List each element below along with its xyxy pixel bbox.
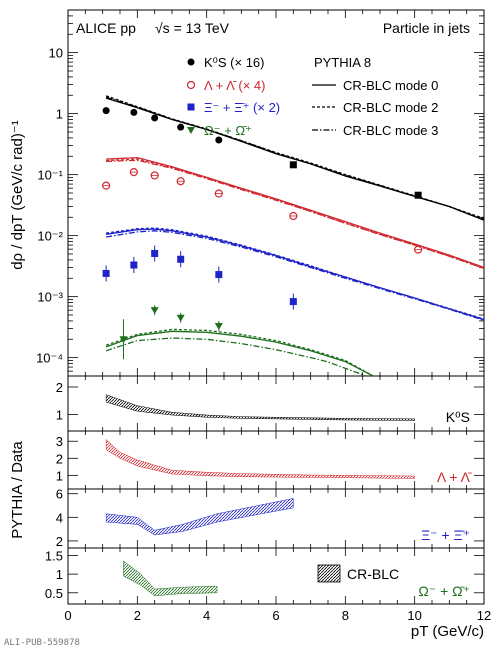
- data-point-kshort: [215, 136, 223, 144]
- y-tick-label-ratio: 0.5: [45, 586, 63, 601]
- data-point-xi: [102, 269, 110, 277]
- data-point-kshort: [177, 123, 185, 131]
- x-tick-label: 6: [272, 608, 279, 623]
- y-tick-label-ratio: 4: [56, 510, 63, 525]
- ratio-label-omega: Ω⁻ + Ω̄⁺: [418, 583, 470, 599]
- ratio-band-lambda: [105, 438, 415, 479]
- legend-label-omega: Ω⁻ + Ω̄⁺: [204, 123, 252, 138]
- y-tick-label-main: 1: [56, 107, 63, 122]
- data-point-omega: [176, 314, 185, 322]
- data-point-kshort: [289, 161, 297, 169]
- data-point-kshort: [151, 114, 159, 122]
- data-point-kshort: [130, 108, 138, 116]
- data-point-xi: [289, 298, 297, 306]
- y-tick-label-main: 10⁻¹: [37, 168, 63, 183]
- legend-marker-kshort: [187, 58, 195, 66]
- legend-marker-xi: [187, 103, 195, 111]
- legend-marker-omega: [187, 127, 195, 134]
- model-curve-kshort-mode3: [105, 96, 484, 221]
- model-curve-omega-mode0: [105, 330, 374, 376]
- legend-label-mode0: CR-BLC mode 0: [343, 78, 438, 93]
- y-tick-label-ratio: 2: [56, 380, 63, 395]
- y-tick-label-ratio: 2: [56, 451, 63, 466]
- x-tick-label: 0: [64, 608, 71, 623]
- y-tick-label-ratio: 2: [56, 534, 63, 549]
- y-tick-label-ratio: 6: [56, 487, 63, 502]
- legend-marker-lambda: [186, 80, 196, 90]
- y-tick-label-ratio: 1.5: [45, 548, 63, 563]
- y-tick-label-main: 10⁻²: [37, 229, 63, 244]
- legend-label-kshort: K⁰S (× 16): [204, 55, 265, 70]
- data-point-xi: [130, 261, 138, 269]
- ratio-label-lambda: Λ + Λ̄: [437, 469, 472, 485]
- publication-id: ALI-PUB-559878: [4, 638, 80, 648]
- legend-label-xi: Ξ⁻ + Ξ̄⁺ (× 2): [204, 100, 280, 115]
- legend-label-lambda: Λ + Λ̄ (× 4): [204, 78, 265, 93]
- model-curve-xi-mode2: [106, 227, 484, 320]
- data-point-xi: [151, 249, 159, 257]
- data-point-omega: [150, 307, 159, 315]
- y-tick-label-ratio: 1: [56, 567, 63, 582]
- ratio-band-kshort: [105, 394, 415, 421]
- data-point-omega: [214, 323, 223, 331]
- model-curve-lambda-mode3: [106, 159, 484, 270]
- legend-generator: PYTHIA 8: [314, 55, 371, 70]
- x-tick-label: 8: [342, 608, 349, 623]
- x-axis-label: pT (GeV/c): [411, 623, 484, 640]
- model-curve-lambda-mode2: [106, 158, 484, 270]
- x-tick-label: 2: [134, 608, 141, 623]
- y-tick-label-ratio: 3: [56, 434, 63, 449]
- y-axis-label-main: dρ / dpT (GeV/c rad)⁻¹: [9, 120, 26, 270]
- data-point-xi: [177, 255, 185, 263]
- y-axis-label-ratio: PYTHIA / Data: [9, 441, 26, 539]
- model-curve-omega-mode3: [105, 337, 367, 376]
- data-point-omega: [119, 336, 128, 344]
- legend-label-mode2: CR-BLC mode 2: [343, 100, 438, 115]
- model-curve-xi-mode0: [106, 228, 484, 321]
- ratio-band-xi: [105, 498, 294, 536]
- y-tick-label-ratio: 1: [56, 468, 63, 483]
- band-legend-swatch: [317, 564, 341, 583]
- ratio-bands: [105, 394, 415, 597]
- data-points: [102, 107, 423, 360]
- ratio-label-kshort: K⁰S: [446, 409, 470, 425]
- experiment-label: ALICE pp: [76, 20, 136, 36]
- energy-label: √s = 13 TeV: [155, 20, 230, 36]
- y-tick-label-main: 10⁻⁴: [36, 351, 63, 366]
- y-tick-label-ratio: 1: [56, 408, 63, 423]
- ratio-label-xi: Ξ⁻ + Ξ̄⁺: [421, 527, 470, 543]
- legend-label-mode3: CR-BLC mode 3: [343, 123, 438, 138]
- data-point-xi: [215, 271, 223, 279]
- x-tick-label: 4: [203, 608, 210, 623]
- axes-group: 0 2 4 6 8 10 1210⁻⁴10⁻³10⁻²10⁻¹110121232460.51…: [36, 9, 491, 623]
- x-tick-label: 12: [477, 608, 491, 623]
- y-tick-label-main: 10⁻³: [37, 290, 63, 305]
- model-curve-omega-mode2: [105, 328, 374, 376]
- y-tick-label-main: 10: [49, 46, 63, 61]
- model-curve-xi-mode3: [105, 230, 484, 321]
- data-point-kshort: [102, 107, 110, 115]
- band-legend-label: CR-BLC: [347, 566, 399, 582]
- ratio-band-omega: [123, 560, 218, 597]
- topic-label: Particle in jets: [383, 20, 470, 36]
- model-curve-lambda-mode0: [106, 156, 484, 269]
- x-tick-label: 10: [407, 608, 421, 623]
- data-point-kshort: [414, 191, 422, 199]
